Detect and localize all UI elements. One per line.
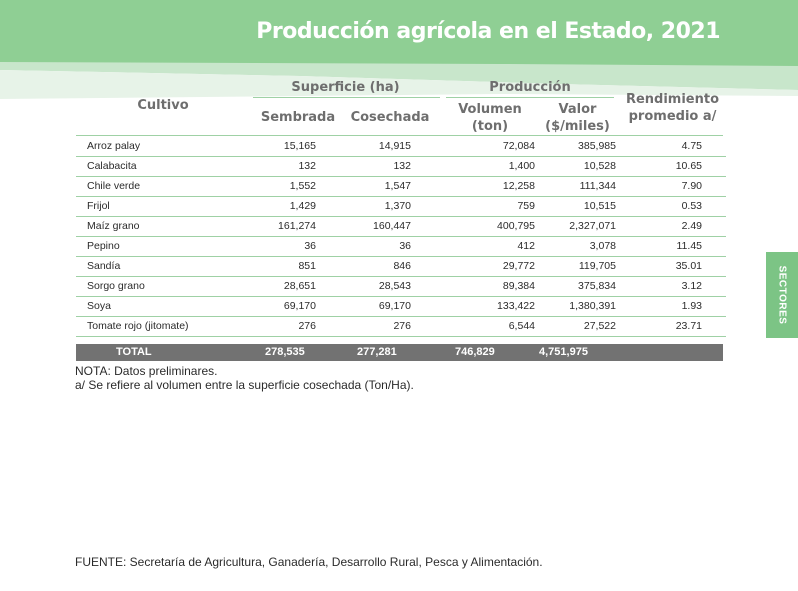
cell-cultivo: Soya — [76, 296, 253, 317]
table-row: Tomate rojo (jitomate) 276 276 6,544 27,… — [76, 316, 726, 337]
cell-volumen: 29,772 — [416, 256, 540, 277]
cell-cosechada: 132 — [321, 156, 416, 177]
table-row: Soya 69,170 69,170 133,422 1,380,391 1.9… — [76, 296, 726, 317]
header-cosechada: Cosechada — [350, 110, 430, 125]
header-valor: Valor ($/miles) — [545, 102, 610, 134]
cell-rendimiento: 35.01 — [620, 256, 726, 277]
header-superficie: Superficie (ha) — [291, 80, 400, 95]
cell-volumen: 12,258 — [416, 176, 540, 197]
cell-volumen: 759 — [416, 196, 540, 217]
cell-cosechada: 36 — [321, 236, 416, 257]
cell-cultivo: Sandía — [76, 256, 253, 277]
cell-volumen: 133,422 — [416, 296, 540, 317]
cell-sembrada: 15,165 — [253, 136, 321, 157]
cell-rendimiento: 2.49 — [620, 216, 726, 237]
cell-valor: 375,834 — [540, 276, 620, 297]
cell-cosechada: 69,170 — [321, 296, 416, 317]
note-footnote: a/ Se refiere al volumen entre la superf… — [75, 378, 414, 392]
cell-rendimiento: 0.53 — [620, 196, 726, 217]
cell-volumen: 89,384 — [416, 276, 540, 297]
header-sembrada: Sembrada — [260, 110, 336, 125]
header-volumen: Volumen (ton) — [458, 102, 522, 134]
cell-sembrada: 28,651 — [253, 276, 321, 297]
cell-cosechada: 1,547 — [321, 176, 416, 197]
header-divider-produccion — [446, 97, 614, 98]
cell-cosechada: 1,370 — [321, 196, 416, 217]
table-row: Arroz palay 15,165 14,915 72,084 385,985… — [76, 136, 726, 157]
page-title: Producción agrícola en el Estado, 2021 — [256, 19, 720, 44]
table-row: Frijol 1,429 1,370 759 10,515 0.53 — [76, 196, 726, 217]
cell-rendimiento: 7.90 — [620, 176, 726, 197]
cell-cultivo: Calabacita — [76, 156, 253, 177]
cell-volumen: 400,795 — [416, 216, 540, 237]
cell-valor: 119,705 — [540, 256, 620, 277]
table-row: Sorgo grano 28,651 28,543 89,384 375,834… — [76, 276, 726, 297]
cell-valor: 10,515 — [540, 196, 620, 217]
cell-sembrada: 36 — [253, 236, 321, 257]
cell-volumen: 1,400 — [416, 156, 540, 177]
cell-sembrada: 161,274 — [253, 216, 321, 237]
cell-cultivo: Maíz grano — [76, 216, 253, 237]
cell-sembrada: 851 — [253, 256, 321, 277]
cell-valor: 10,528 — [540, 156, 620, 177]
table-row: Pepino 36 36 412 3,078 11.45 — [76, 236, 726, 257]
cell-cosechada: 28,543 — [321, 276, 416, 297]
cell-rendimiento: 23.71 — [620, 316, 726, 337]
cell-cosechada: 846 — [321, 256, 416, 277]
cell-sembrada: 1,552 — [253, 176, 321, 197]
cell-valor: 2,327,071 — [540, 216, 620, 237]
side-tab-sectores[interactable]: SECTORES — [766, 252, 798, 338]
cell-cosechada: 14,915 — [321, 136, 416, 157]
cell-rendimiento: 3.12 — [620, 276, 726, 297]
cell-volumen: 412 — [416, 236, 540, 257]
table-row: Chile verde 1,552 1,547 12,258 111,344 7… — [76, 176, 726, 197]
cell-valor: 1,380,391 — [540, 296, 620, 317]
cell-cultivo: Sorgo grano — [76, 276, 253, 297]
header-banner: Producción agrícola en el Estado, 2021 — [0, 0, 798, 105]
header-cultivo: Cultivo — [137, 98, 189, 113]
cell-sembrada: 69,170 — [253, 296, 321, 317]
total-cosechada: 277,281 — [357, 346, 397, 358]
cell-cultivo: Pepino — [76, 236, 253, 257]
total-sembrada: 278,535 — [265, 346, 305, 358]
cell-sembrada: 1,429 — [253, 196, 321, 217]
note-source: FUENTE: Secretaría de Agricultura, Ganad… — [75, 555, 543, 569]
production-table: Arroz palay 15,165 14,915 72,084 385,985… — [76, 136, 726, 337]
note-preliminary: NOTA: Datos preliminares. — [75, 364, 218, 378]
cell-valor: 385,985 — [540, 136, 620, 157]
banner-graphic — [0, 0, 798, 99]
header-rendimiento: Rendimiento promedio a/ — [625, 92, 720, 124]
cell-valor: 27,522 — [540, 316, 620, 337]
header-produccion: Producción — [489, 80, 571, 95]
cell-cosechada: 276 — [321, 316, 416, 337]
table-row: Calabacita 132 132 1,400 10,528 10.65 — [76, 156, 726, 177]
table-row: Sandía 851 846 29,772 119,705 35.01 — [76, 256, 726, 277]
cell-volumen: 72,084 — [416, 136, 540, 157]
cell-valor: 3,078 — [540, 236, 620, 257]
cell-rendimiento: 11.45 — [620, 236, 726, 257]
cell-cultivo: Arroz palay — [76, 136, 253, 157]
cell-sembrada: 276 — [253, 316, 321, 337]
cell-cosechada: 160,447 — [321, 216, 416, 237]
cell-cultivo: Chile verde — [76, 176, 253, 197]
header-bottom-rule — [76, 135, 723, 136]
cell-valor: 111,344 — [540, 176, 620, 197]
total-row: TOTAL 278,535 277,281 746,829 4,751,975 — [76, 344, 723, 361]
cell-rendimiento: 1.93 — [620, 296, 726, 317]
table-row: Maíz grano 161,274 160,447 400,795 2,327… — [76, 216, 726, 237]
cell-sembrada: 132 — [253, 156, 321, 177]
cell-cultivo: Frijol — [76, 196, 253, 217]
cell-rendimiento: 10.65 — [620, 156, 726, 177]
header-divider-superficie — [253, 97, 440, 98]
total-valor: 4,751,975 — [539, 346, 588, 358]
cell-volumen: 6,544 — [416, 316, 540, 337]
side-tab-label: SECTORES — [776, 265, 788, 325]
cell-cultivo: Tomate rojo (jitomate) — [76, 316, 253, 337]
total-volumen: 746,829 — [455, 346, 495, 358]
total-label: TOTAL — [116, 346, 152, 358]
cell-rendimiento: 4.75 — [620, 136, 726, 157]
